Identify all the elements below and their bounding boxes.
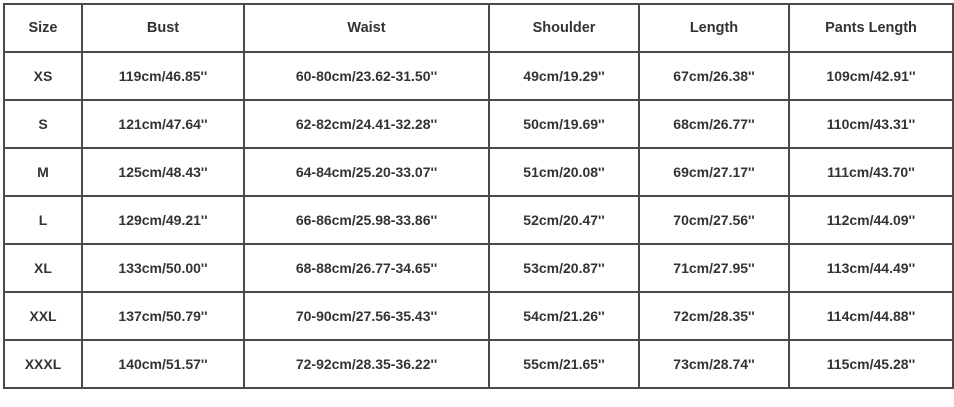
table-cell: 68-88cm/26.77-34.65'' [243, 243, 490, 293]
table-row: S 121cm/47.64'' 62-82cm/24.41-32.28'' 50cm/… [3, 99, 954, 149]
table-cell: 115cm/45.28'' [788, 339, 954, 389]
table-cell: 52cm/20.47'' [488, 195, 640, 245]
table-cell: 129cm/49.21'' [81, 195, 245, 245]
table-cell: 67cm/26.38'' [638, 51, 790, 101]
table-row: XS 119cm/46.85'' 60-80cm/23.62-31.50'' 49cm… [3, 51, 954, 101]
table-cell: 137cm/50.79'' [81, 291, 245, 341]
table-cell: 66-86cm/25.98-33.86'' [243, 195, 490, 245]
table-cell: 73cm/28.74'' [638, 339, 790, 389]
column-header: Pants Length [788, 3, 954, 53]
table-cell: 111cm/43.70'' [788, 147, 954, 197]
size-label: L [3, 195, 83, 245]
table-cell: 69cm/27.17'' [638, 147, 790, 197]
size-chart-table: Size Bust Waist Shoulder Length Pants Length … [3, 3, 954, 389]
header-row: Size Bust Waist Shoulder Length Pants Length [3, 3, 954, 53]
size-label: XS [3, 51, 83, 101]
table-cell: 70-90cm/27.56-35.43'' [243, 291, 490, 341]
size-label: XXL [3, 291, 83, 341]
table-cell: 140cm/51.57'' [81, 339, 245, 389]
table-cell: 133cm/50.00'' [81, 243, 245, 293]
table-cell: 125cm/48.43'' [81, 147, 245, 197]
column-header: Length [638, 3, 790, 53]
table-cell: 51cm/20.08'' [488, 147, 640, 197]
table-row: XL 133cm/50.00'' 68-88cm/26.77-34.65'' 53cm… [3, 243, 954, 293]
table-cell: 121cm/47.64'' [81, 99, 245, 149]
table-cell: 62-82cm/24.41-32.28'' [243, 99, 490, 149]
column-header: Bust [81, 3, 245, 53]
table-cell: 72-92cm/28.35-36.22'' [243, 339, 490, 389]
table-cell: 112cm/44.09'' [788, 195, 954, 245]
table-cell: 64-84cm/25.20-33.07'' [243, 147, 490, 197]
table-cell: 49cm/19.29'' [488, 51, 640, 101]
size-label: S [3, 99, 83, 149]
column-header: Shoulder [488, 3, 640, 53]
table-row: M 125cm/48.43'' 64-84cm/25.20-33.07'' 51cm/… [3, 147, 954, 197]
table-cell: 119cm/46.85'' [81, 51, 245, 101]
column-header: Size [3, 3, 83, 53]
size-label: M [3, 147, 83, 197]
table-cell: 68cm/26.77'' [638, 99, 790, 149]
table-cell: 53cm/20.87'' [488, 243, 640, 293]
table-cell: 60-80cm/23.62-31.50'' [243, 51, 490, 101]
table-row: XXL 137cm/50.79'' 70-90cm/27.56-35.43'' 54c… [3, 291, 954, 341]
table-cell: 114cm/44.88'' [788, 291, 954, 341]
table-cell: 110cm/43.31'' [788, 99, 954, 149]
table-cell: 70cm/27.56'' [638, 195, 790, 245]
table-row: XXXL 140cm/51.57'' 72-92cm/28.35-36.22'' 55… [3, 339, 954, 389]
table-row: L 129cm/49.21'' 66-86cm/25.98-33.86'' 52cm/… [3, 195, 954, 245]
table-cell: 72cm/28.35'' [638, 291, 790, 341]
size-label: XXXL [3, 339, 83, 389]
table-cell: 71cm/27.95'' [638, 243, 790, 293]
table-cell: 50cm/19.69'' [488, 99, 640, 149]
size-label: XL [3, 243, 83, 293]
table-cell: 113cm/44.49'' [788, 243, 954, 293]
table-cell: 55cm/21.65'' [488, 339, 640, 389]
table-cell: 54cm/21.26'' [488, 291, 640, 341]
column-header: Waist [243, 3, 490, 53]
table-cell: 109cm/42.91'' [788, 51, 954, 101]
